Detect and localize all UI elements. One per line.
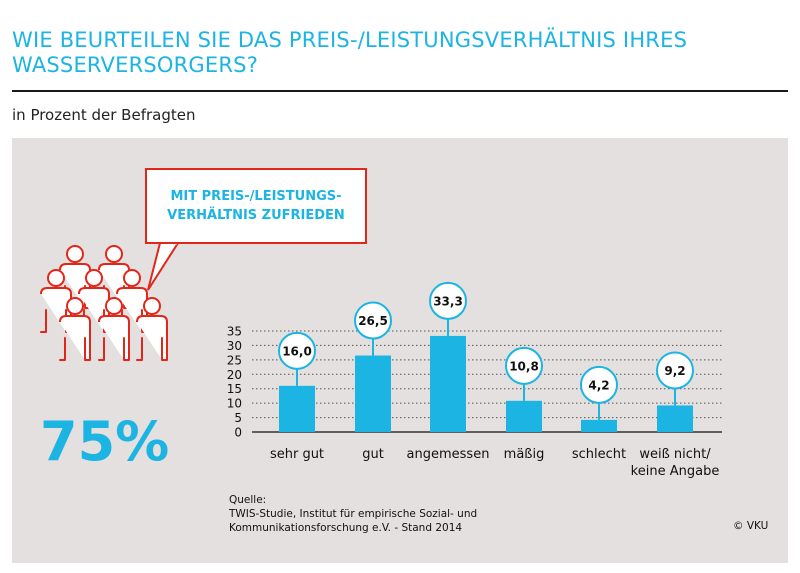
y-tick-label: 0 <box>234 426 242 440</box>
value-bubble <box>429 281 467 320</box>
bar <box>581 419 617 432</box>
person-icon <box>98 297 130 361</box>
y-tick-label: 25 <box>227 353 242 367</box>
x-tick-label: weiß nicht/ <box>639 447 711 462</box>
value-bubble <box>505 346 543 385</box>
x-tick-label: gut <box>362 447 384 462</box>
bar <box>430 335 466 432</box>
data-label: 4,2 <box>588 378 609 392</box>
bar <box>355 355 391 432</box>
satisfaction-percent: 75% <box>40 410 170 473</box>
source-note: Quelle: TWIS-Studie, Institut für empiri… <box>229 493 477 535</box>
bar <box>506 400 542 432</box>
x-tick-label: keine Angabe <box>631 464 720 479</box>
value-bubble <box>656 351 694 390</box>
source-label: Quelle: <box>229 494 267 506</box>
x-tick-label: angemessen <box>407 447 490 462</box>
data-label: 10,8 <box>509 359 539 373</box>
y-tick-label: 30 <box>227 339 242 353</box>
callout-line-2: VERHÄLTNIS ZUFRIEDEN <box>167 208 345 223</box>
data-label: 9,2 <box>664 364 685 378</box>
satisfaction-callout: MIT PREIS-/LEISTUNGS- VERHÄLTNIS ZUFRIED… <box>145 168 367 244</box>
x-tick-label: mäßig <box>504 447 545 462</box>
data-label: 26,5 <box>358 314 388 328</box>
source-line-1: TWIS-Studie, Institut für empirische Soz… <box>229 508 478 520</box>
person-icon <box>136 297 168 361</box>
y-tick-label: 5 <box>234 411 242 425</box>
data-label: 33,3 <box>433 294 463 308</box>
chart-title: WIE BEURTEILEN SIE DAS PREIS-/LEISTUNGSV… <box>12 28 688 77</box>
source-line-2: Kommunikationsforschung e.V. - Stand 201… <box>229 522 463 534</box>
chart-subtitle: in Prozent der Befragten <box>12 106 196 124</box>
callout-line-1: MIT PREIS-/LEISTUNGS- <box>170 189 342 204</box>
data-label: 16,0 <box>282 344 312 358</box>
value-bubble <box>580 365 618 404</box>
y-tick-label: 20 <box>227 368 242 382</box>
bar <box>657 405 693 432</box>
copyright: © VKU <box>733 520 769 532</box>
y-tick-label: 15 <box>227 382 242 396</box>
person-icon <box>59 297 91 361</box>
value-bubble <box>354 301 392 340</box>
x-tick-label: sehr gut <box>270 447 324 462</box>
title-rule <box>12 90 788 92</box>
bar <box>279 385 315 432</box>
y-tick-label: 10 <box>227 397 242 411</box>
people-group-icon <box>40 245 168 361</box>
y-tick-label: 35 <box>227 325 242 339</box>
value-bubble <box>278 331 316 370</box>
x-tick-label: schlecht <box>572 447 626 462</box>
